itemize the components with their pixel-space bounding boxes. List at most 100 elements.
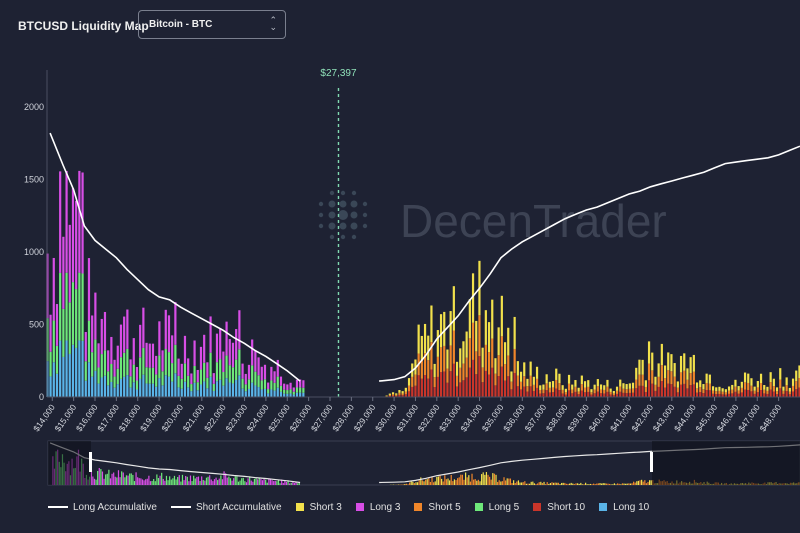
navigator-bar [249,476,251,485]
short-bar [439,347,443,373]
long-bar [171,381,174,397]
long-bar [52,362,55,397]
short-bar [545,390,548,397]
short-bar [740,392,743,397]
long-bar [190,384,193,392]
navigator-bar [236,476,238,485]
short-bar [571,389,574,394]
legend-item-long-10[interactable]: Long 10 [599,502,649,513]
navigator-bar [178,475,180,485]
short-bar [497,355,500,377]
short-bar [484,310,487,345]
legend-item-long-5[interactable]: Long 5 [474,502,519,513]
short-bar [663,378,667,388]
navigator-bar [225,473,227,485]
navigator-bar [613,483,616,485]
navigator-mask-right [652,441,800,485]
short-bar [513,348,516,373]
navigator-bar [516,481,518,485]
legend-item-short-accumulative[interactable]: Short Accumulative [170,502,282,513]
short-bar [564,394,567,397]
watermark-dot [340,234,346,240]
navigator-bar [258,478,260,485]
long-bar [206,388,209,397]
short-bar [647,380,651,397]
navigator-bar [570,482,572,485]
short-bar [673,376,676,387]
long-bar [145,342,148,368]
long-bar [180,378,183,389]
navigator-bar [285,481,288,485]
long-bar [279,376,283,386]
short-bar [775,387,779,392]
short-bar [427,360,430,379]
long-bar [107,385,110,397]
short-bar [516,386,519,397]
navigator-bar [557,482,560,485]
long-bar [78,340,81,397]
navigator-bar [141,479,144,485]
long-bar [187,387,190,397]
navigator-bar [154,481,156,485]
short-bar [596,391,599,397]
navigator-bar [519,482,521,485]
navigator-bar [277,480,280,485]
long-bar [87,362,91,397]
long-bar [203,334,206,363]
navigator-bar [537,483,539,485]
legend-item-long-accumulative[interactable]: Long Accumulative [48,502,157,513]
long-bar [235,380,238,397]
long-bar [148,343,151,368]
y-tick-label: 1500 [24,175,44,185]
short-bar [628,392,631,397]
navigator-bar [545,484,547,485]
x-tick-label: $48,000 [757,402,783,433]
short-bar [651,370,654,384]
long-bar [65,340,68,397]
watermark-dot [328,222,336,230]
legend-item-short-3[interactable]: Short 3 [295,502,342,513]
navigator-bar [650,480,652,485]
short-bar [484,370,487,397]
legend-item-short-5[interactable]: Short 5 [414,502,461,513]
legend-item-long-3[interactable]: Long 3 [355,502,400,513]
long-bar [247,388,251,397]
short-bar [785,385,788,392]
page-title: BTCUSD Liquidity Map [18,19,149,33]
long-bar [183,363,187,382]
long-bar [167,376,171,397]
long-bar [247,364,251,380]
navigator-bar [577,483,579,485]
long-bar [231,342,235,368]
coin-select[interactable]: Bitcoin - BTC ⌃ ⌄ [138,10,286,39]
short-bar [651,383,654,397]
short-bar [740,387,743,393]
short-bar [388,394,391,396]
watermark-dot [362,212,368,218]
short-bar [695,392,699,397]
navigator-bar [629,483,632,485]
short-bar [724,389,727,393]
watermark-dot [339,222,347,230]
long-bar [167,315,171,353]
navigator-bar [532,481,534,485]
navigator-bar [202,480,204,485]
watermark-dot [362,223,368,229]
navigator-bar [473,479,475,485]
short-bar [571,393,574,397]
long-bar [100,377,103,397]
short-bar [775,391,779,395]
long-bar [87,258,91,321]
short-bar [612,390,615,394]
range-navigator[interactable] [47,440,800,486]
short-bar [715,387,718,392]
legend-item-short-10[interactable]: Short 10 [533,502,585,513]
short-bar [721,388,724,392]
long-bar [158,378,161,397]
long-bar [286,390,289,394]
navigator-bar [581,484,584,485]
long-bar [231,383,235,397]
short-bar [638,359,641,375]
long-bar [151,367,155,384]
short-bar [638,374,641,386]
